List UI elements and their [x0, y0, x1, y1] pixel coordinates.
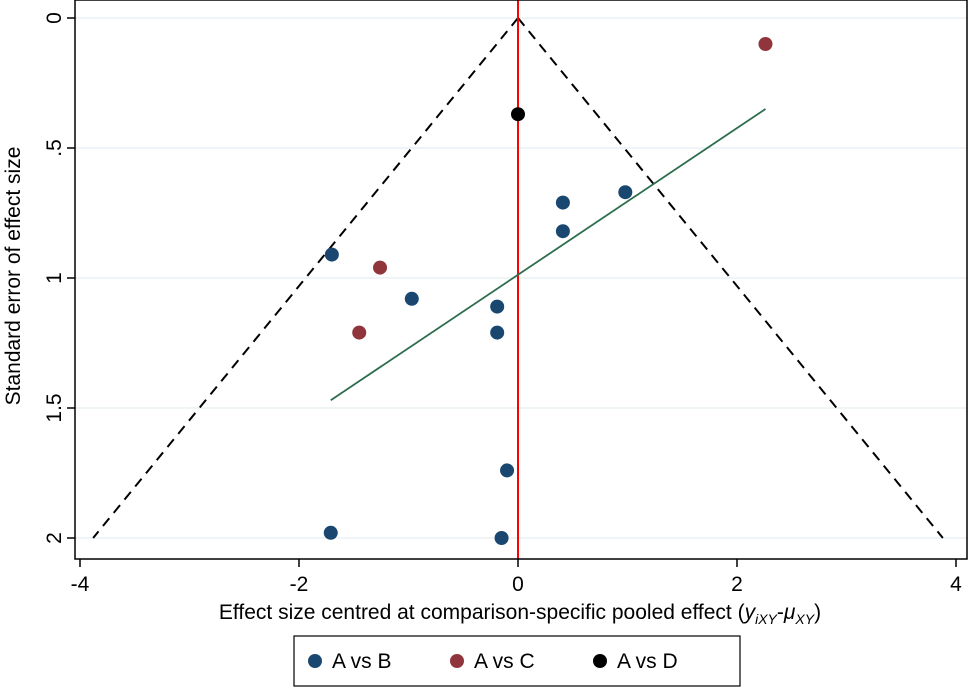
x-axis-title-y: y: [743, 601, 757, 624]
x-axis-title-y-sub: iXY: [755, 611, 778, 627]
x-tick-label: -4: [71, 573, 90, 596]
x-tick-label: -2: [290, 573, 309, 596]
data-points: [323, 37, 773, 545]
legend-marker-a-vs-d: [593, 654, 607, 668]
legend-label-a-vs-d: A vs D: [617, 650, 678, 673]
x-axis-title-mu: μ: [783, 601, 796, 624]
y-tick-label: 1: [43, 272, 66, 284]
data-point-a-vs-d: [511, 107, 525, 122]
legend: A vs B A vs C A vs D: [293, 635, 741, 687]
y-axis-title: Standard error of effect size: [2, 147, 25, 406]
regression-line: [330, 108, 766, 401]
x-tick-label: 2: [731, 573, 743, 596]
y-tick-label: .5: [43, 139, 66, 157]
data-point-a-vs-b: [404, 291, 419, 306]
y-tick-label: 1.5: [43, 393, 66, 422]
axes: 0 .5 1 1.5 2 -4 -2 0 2 4: [43, 12, 962, 596]
funnel-lines: [92, 17, 944, 539]
x-axis-title: Effect size centred at comparison-specif…: [219, 601, 821, 627]
data-point-a-vs-b: [500, 463, 515, 478]
data-point-a-vs-b: [618, 185, 633, 200]
data-point-a-vs-b: [323, 525, 338, 540]
data-point-a-vs-c: [352, 325, 367, 340]
data-point-a-vs-c: [373, 260, 388, 275]
legend-label-a-vs-c: A vs C: [474, 650, 535, 673]
legend-label-a-vs-b: A vs B: [332, 650, 392, 673]
x-axis-title-close: ): [814, 601, 821, 624]
x-axis-title-dash: -: [777, 601, 784, 624]
funnel-left-line: [92, 17, 519, 539]
legend-marker-a-vs-b: [308, 654, 322, 668]
legend-marker-a-vs-c: [450, 654, 464, 668]
data-point-a-vs-b: [555, 195, 570, 210]
data-point-a-vs-b: [490, 325, 505, 340]
gridlines: [75, 17, 967, 539]
data-point-a-vs-b: [490, 299, 505, 314]
y-tick-label: 0: [43, 12, 66, 24]
legend-box: [293, 635, 741, 687]
data-point-a-vs-b: [494, 531, 509, 545]
y-tick-label: 2: [43, 532, 66, 544]
x-tick-label: 4: [950, 573, 962, 596]
x-axis-title-text: Effect size centred at comparison-specif…: [219, 601, 745, 624]
data-point-a-vs-b: [555, 224, 570, 239]
x-axis-title-mu-sub: XY: [794, 611, 815, 627]
x-tick-label: 0: [512, 573, 524, 596]
plot-frame: [74, 0, 968, 560]
funnel-right-line: [517, 17, 944, 539]
data-point-a-vs-b: [324, 247, 339, 262]
reference-lines: [330, 0, 766, 559]
data-point-a-vs-c: [758, 37, 773, 51]
